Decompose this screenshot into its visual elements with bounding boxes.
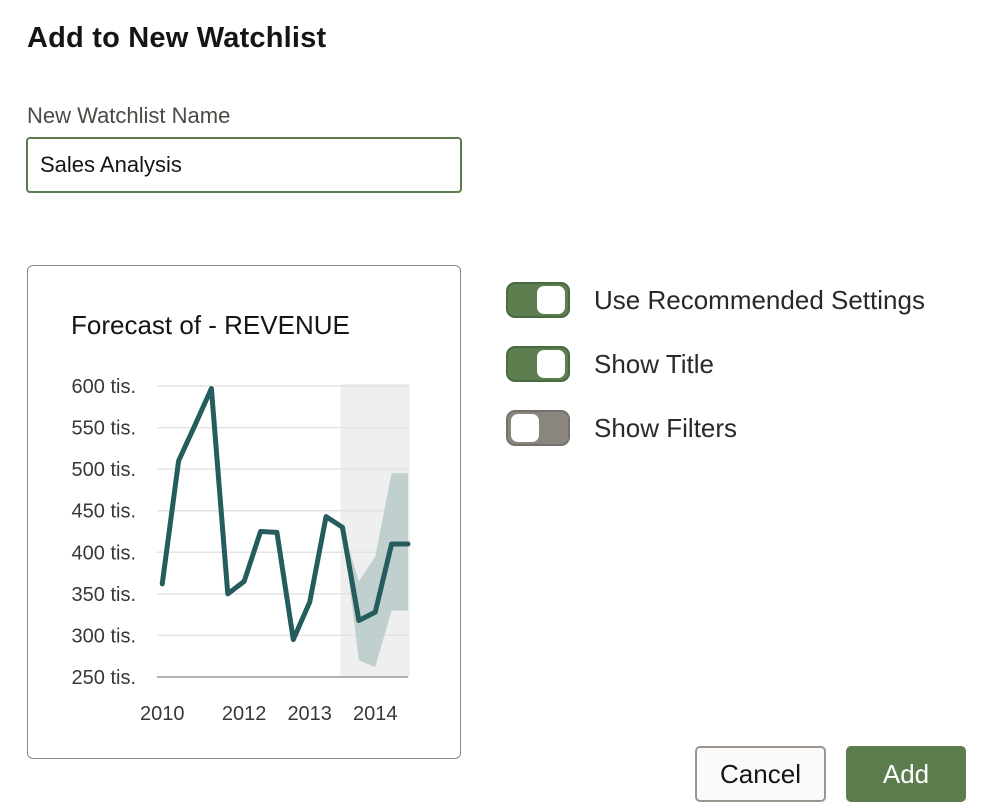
show-title-switch[interactable] [506,346,570,382]
settings-toggles: Use Recommended Settings Show Title Show… [506,281,925,473]
y-tick-label: 450 tis. [72,501,136,523]
dialog-title: Add to New Watchlist [27,22,327,54]
recommended-settings-label: Use Recommended Settings [594,284,925,315]
chart-preview-card: Forecast of - REVENUE 600 tis. 550 tis. 50… [27,265,461,759]
toggle-row-recommended[interactable]: Use Recommended Settings [506,281,925,319]
x-tick-label: 2014 [353,703,398,725]
watchlist-name-input[interactable] [26,137,462,193]
y-tick-label: 500 tis. [72,459,136,481]
forecast-chart: Forecast of - REVENUE 600 tis. 550 tis. 50… [71,310,411,725]
y-tick-label: 300 tis. [72,625,136,647]
x-tick-label: 2013 [287,703,332,725]
y-tick-label: 400 tis. [72,542,136,564]
recommended-settings-switch[interactable] [506,282,570,318]
chart-title: Forecast of - REVENUE [71,310,350,340]
switch-knob [537,286,565,314]
watchlist-name-label: New Watchlist Name [27,103,231,128]
show-filters-label: Show Filters [594,412,738,443]
y-tick-label: 600 tis. [72,376,136,398]
y-tick-label: 250 tis. [72,667,136,689]
cancel-button[interactable]: Cancel [695,746,826,802]
show-filters-switch[interactable] [506,410,570,446]
y-tick-label: 550 tis. [72,418,136,440]
show-title-label: Show Title [594,348,714,379]
y-tick-label: 350 tis. [72,584,136,606]
revenue-series-line [159,385,411,643]
toggle-row-show-title[interactable]: Show Title [506,345,925,383]
x-tick-label: 2012 [222,703,267,725]
toggle-row-show-filters[interactable]: Show Filters [506,409,925,447]
switch-knob [511,414,539,442]
switch-knob [537,350,565,378]
x-tick-label: 2010 [140,703,185,725]
add-button[interactable]: Add [846,746,966,802]
